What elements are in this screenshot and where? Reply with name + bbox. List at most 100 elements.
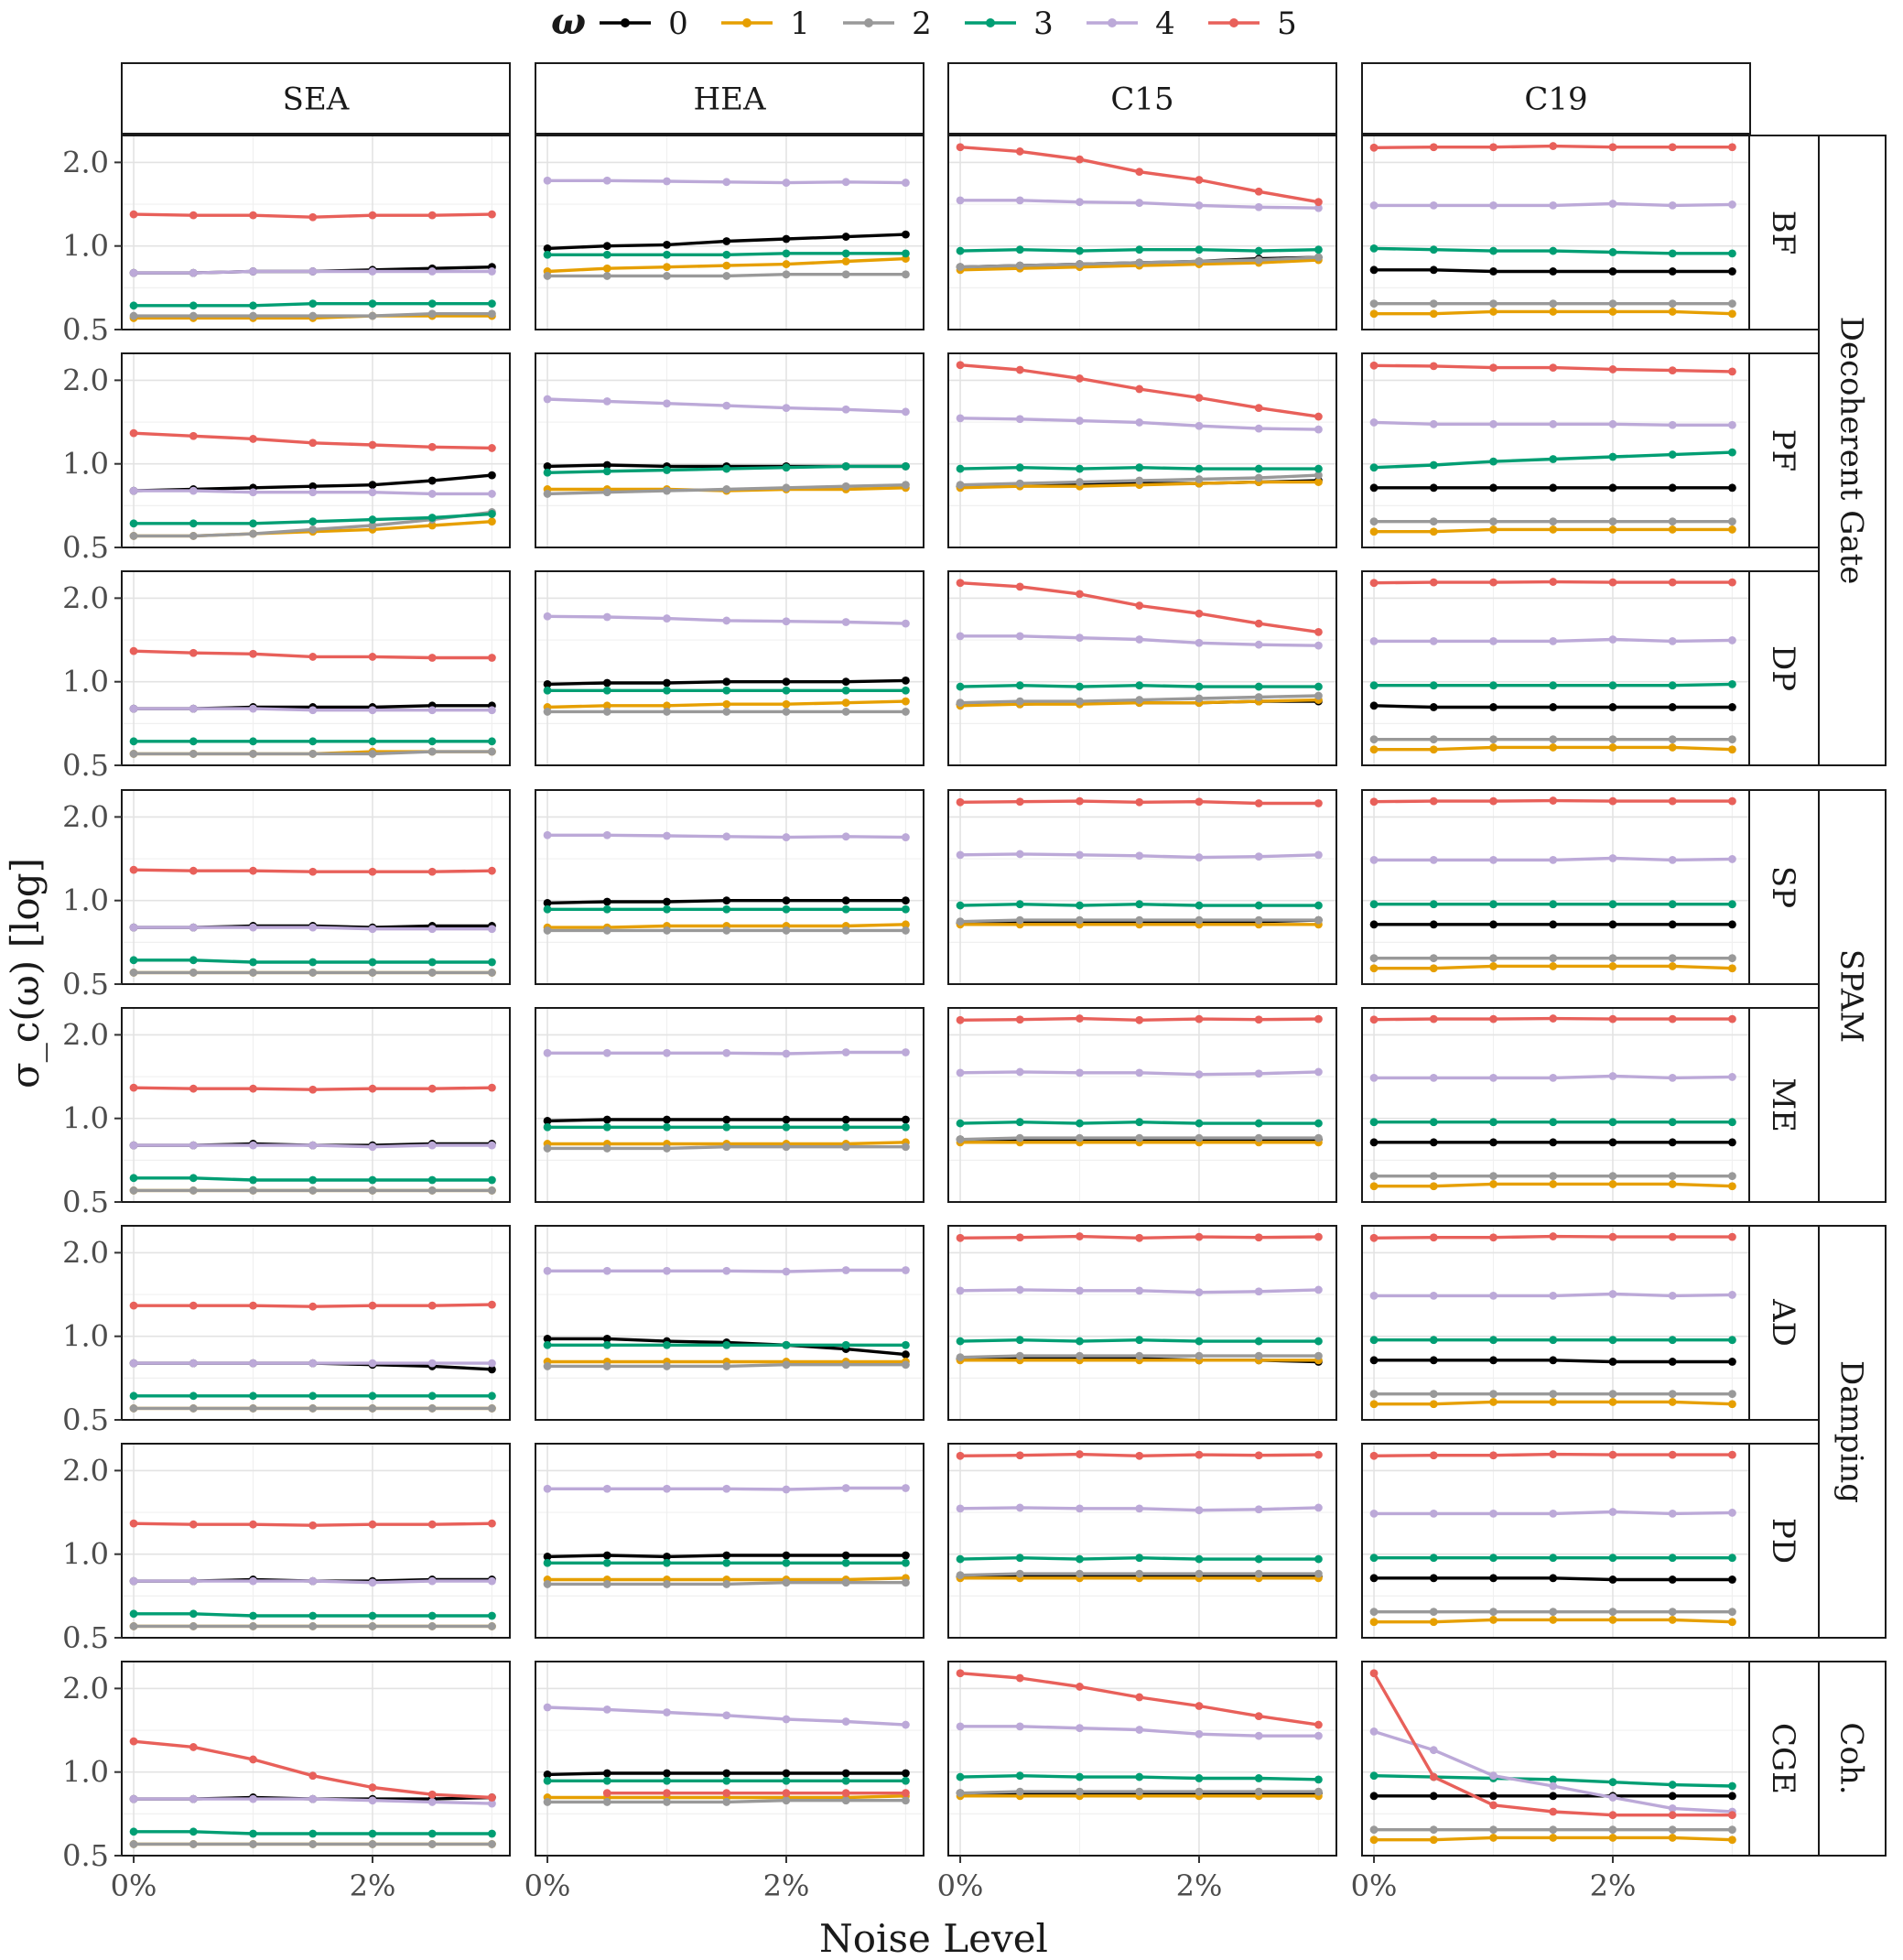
series-point-4 (249, 705, 257, 713)
series-point-0 (1549, 1356, 1557, 1364)
series-point-4 (1609, 1793, 1617, 1802)
series-point-3 (1669, 1554, 1677, 1562)
series-point-2 (783, 1142, 791, 1151)
series-point-5 (1195, 176, 1204, 184)
series-point-2 (488, 969, 496, 977)
series-point-2 (1728, 1608, 1736, 1616)
series-point-4 (663, 614, 671, 623)
panel: 0.5 1.0 2.0 (62, 1444, 510, 1655)
series-point-4 (130, 1142, 138, 1150)
series-point-5 (1314, 198, 1323, 206)
series-point-2 (428, 1622, 437, 1630)
series-point-2 (369, 969, 377, 977)
series-point-5 (1489, 579, 1498, 587)
series-point-2 (1549, 735, 1557, 743)
series-point-2 (1255, 1570, 1263, 1578)
series-point-3 (1549, 1554, 1557, 1562)
series-point-0 (663, 898, 671, 906)
series-point-3 (308, 1391, 317, 1400)
series-point-5 (428, 1302, 437, 1310)
series-point-2 (722, 708, 730, 716)
x-tick-label: 0% (111, 1868, 157, 1903)
series-point-3 (1016, 1554, 1024, 1562)
series-point-5 (1135, 798, 1143, 807)
series-point-3 (428, 1612, 437, 1620)
y-tick-label: 0.5 (62, 1185, 109, 1219)
series-point-5 (369, 1783, 377, 1792)
series-point-3 (544, 251, 552, 259)
series-point-4 (842, 832, 850, 840)
series-point-0 (1370, 1138, 1379, 1146)
panel-background (122, 1226, 510, 1420)
series-point-5 (189, 649, 198, 657)
series-point-2 (1370, 1608, 1379, 1616)
series-point-5 (249, 1756, 257, 1764)
series-point-2 (1549, 1825, 1557, 1834)
series-point-5 (130, 866, 138, 874)
series-point-0 (783, 235, 791, 244)
series-point-4 (1255, 425, 1263, 433)
series-point-0 (1430, 483, 1438, 492)
series-point-2 (130, 532, 138, 540)
series-point-3 (1135, 681, 1143, 689)
series-point-2 (1195, 475, 1204, 483)
series-point-4 (663, 1708, 671, 1716)
series-point-2 (249, 1186, 257, 1195)
series-point-2 (1549, 1390, 1557, 1398)
series-point-4 (603, 1049, 611, 1057)
series-point-5 (1430, 1773, 1438, 1781)
series-point-3 (189, 1174, 198, 1182)
series-point-3 (1195, 1337, 1204, 1346)
series-point-2 (1195, 916, 1204, 925)
series-point-4 (1370, 201, 1379, 210)
panel-background (948, 790, 1336, 984)
series-point-2 (842, 1796, 850, 1804)
series-point-5 (1430, 143, 1438, 151)
series-point-4 (603, 1485, 611, 1493)
series-point-4 (783, 1486, 791, 1494)
row-group-strip-label: Decoherent Gate (1833, 317, 1870, 585)
series-point-2 (1255, 474, 1263, 482)
series-point-4 (783, 1050, 791, 1058)
series-point-2 (189, 1404, 198, 1413)
series-point-5 (369, 211, 377, 220)
series-point-3 (488, 1830, 496, 1838)
legend-swatch-point (1108, 18, 1117, 27)
panel (1362, 571, 1750, 765)
series-point-5 (428, 1521, 437, 1529)
series-point-4 (1549, 1292, 1557, 1300)
series-point-2 (783, 1360, 791, 1369)
series-point-4 (1135, 1286, 1143, 1294)
series-point-0 (1430, 1574, 1438, 1582)
series-point-3 (1016, 245, 1024, 254)
series-point-3 (1669, 681, 1677, 689)
series-point-3 (1489, 1118, 1498, 1126)
faceted-line-chart: ω 012345 0.51.02.00.51.02.00.51.02.00.51… (0, 0, 1903, 1960)
series-point-5 (308, 868, 317, 876)
series-point-1 (783, 700, 791, 709)
series-point-5 (1314, 1015, 1323, 1023)
series-point-2 (1430, 517, 1438, 525)
y-tick-label: 0.5 (62, 748, 109, 783)
series-point-2 (902, 1360, 910, 1369)
series-point-4 (902, 179, 910, 187)
series-point-4 (544, 831, 552, 839)
series-point-5 (1549, 142, 1557, 150)
series-point-4 (1016, 1068, 1024, 1077)
series-point-3 (1135, 245, 1143, 254)
panel-background (948, 135, 1336, 330)
panel-background (1362, 1008, 1750, 1202)
series-point-5 (488, 444, 496, 452)
series-point-4 (1549, 1074, 1557, 1082)
series-point-0 (842, 896, 850, 904)
series-point-2 (1430, 735, 1438, 743)
series-point-4 (1314, 642, 1323, 650)
series-point-1 (1549, 1180, 1557, 1188)
series-point-4 (488, 1359, 496, 1368)
series-point-3 (249, 301, 257, 309)
series-point-4 (603, 1706, 611, 1714)
series-point-4 (842, 618, 850, 626)
series-point-3 (1076, 902, 1084, 910)
series-point-4 (428, 1359, 437, 1368)
series-point-2 (1728, 1390, 1736, 1398)
